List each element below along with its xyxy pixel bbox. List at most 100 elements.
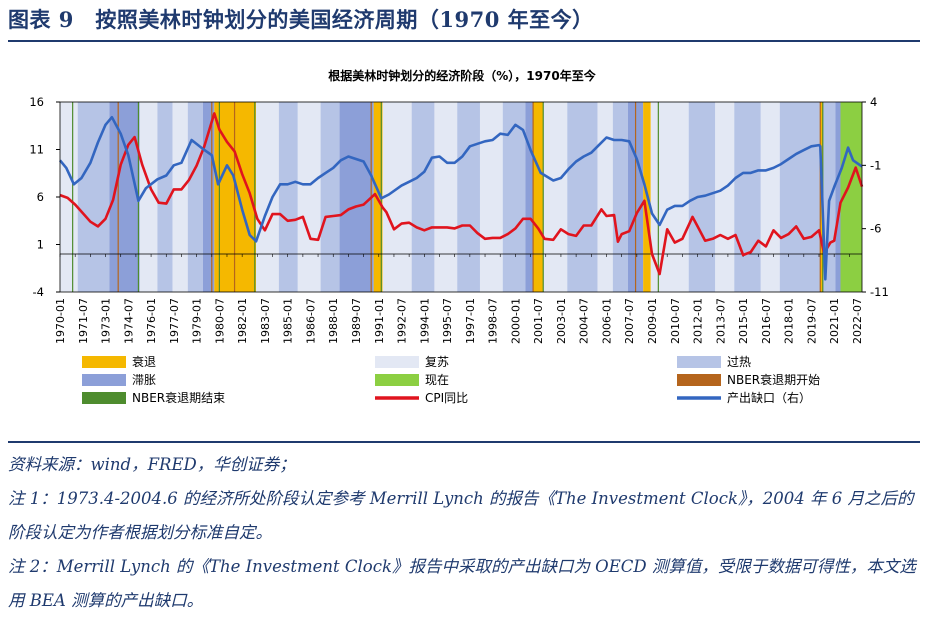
phase-band-recovery xyxy=(543,102,568,292)
phase-band-overheat xyxy=(779,102,821,292)
x-tick-label: 1982-01 xyxy=(236,298,249,344)
x-tick-label: 2001-07 xyxy=(532,298,545,344)
phase-band-overheat xyxy=(457,102,480,292)
zero-line xyxy=(59,253,862,257)
phase-band-overheat xyxy=(411,102,435,292)
note-1: 注 1：1973.4-2004.6 的经济所处阶段认定参考 Merrill Ly… xyxy=(8,489,914,542)
phase-band-stagflation xyxy=(339,102,374,292)
legend-swatch-recovery xyxy=(375,356,419,368)
note-2: 注 2：Merrill Lynch 的《The Investment Clock… xyxy=(8,557,916,610)
legend-swatch-stagflation xyxy=(82,374,126,386)
x-tick-label: 1973-01 xyxy=(100,298,113,344)
x-tick-label: 1998-07 xyxy=(487,298,500,344)
x-tick-label: 2021-01 xyxy=(828,298,841,344)
legend-label-output_gap: 产出缺口（右） xyxy=(727,390,811,405)
y-left-tick-label: -4 xyxy=(33,285,44,299)
x-tick-label: 1985-01 xyxy=(282,298,295,344)
phase-band-overheat xyxy=(567,102,598,292)
x-tick-label: 1997-01 xyxy=(464,298,477,344)
y-left-tick-label: 11 xyxy=(29,143,44,157)
x-tick-label: 1977-07 xyxy=(168,298,181,344)
cpi-line xyxy=(59,112,864,276)
phase-band-recovery xyxy=(256,102,279,292)
y-left-tick-label: 16 xyxy=(29,95,44,109)
phase-bands xyxy=(60,102,862,292)
y-right-tick-label: 4 xyxy=(870,95,877,109)
phase-band-recovery xyxy=(297,102,321,292)
x-tick-label: 2012-01 xyxy=(692,298,705,344)
phase-band-overheat xyxy=(612,102,628,292)
x-tick-label: 2022-07 xyxy=(851,298,864,344)
x-tick-label: 1991-01 xyxy=(373,298,386,344)
x-tick-label: 2013-07 xyxy=(714,298,727,344)
source-rule xyxy=(8,441,920,443)
legend-swatch-overheat xyxy=(677,356,721,368)
x-tick-label: 1971-07 xyxy=(77,298,90,344)
phase-band-overheat xyxy=(502,102,526,292)
legend-label-nber_end: NBER衰退期结束 xyxy=(132,390,225,405)
x-tick-label: 1986-07 xyxy=(304,298,317,344)
legend-label-stagflation: 滞胀 xyxy=(132,373,156,387)
phase-band-recovery xyxy=(434,102,458,292)
legend-swatch-recession xyxy=(82,356,126,368)
x-tick-label: 1983-07 xyxy=(259,298,272,344)
x-tick-label: 2010-07 xyxy=(669,298,682,344)
phase-band-recovery xyxy=(650,102,689,292)
phase-band-stagflation xyxy=(202,102,215,292)
phase-band-overheat xyxy=(187,102,203,292)
legend-swatch-nber_end xyxy=(82,392,126,404)
phase-band-recovery xyxy=(172,102,188,292)
chart-title: 根据美林时钟划分的经济阶段（%），1970年至今 xyxy=(328,68,596,83)
source-note: 资料来源：wind，FRED，华创证券； xyxy=(8,455,296,474)
phase-band-recession xyxy=(533,102,544,292)
x-tick-label: 1979-01 xyxy=(191,298,204,344)
phase-band-stagflation xyxy=(525,102,534,292)
legend-label-overheat: 过热 xyxy=(727,355,751,369)
title-rule xyxy=(8,40,920,42)
y-left-tick-label: 1 xyxy=(37,238,44,252)
y-right-tick-label: -11 xyxy=(870,285,889,299)
x-tick-label: 2000-01 xyxy=(509,298,522,344)
legend-label-now: 现在 xyxy=(425,373,449,387)
x-tick-label: 2006-01 xyxy=(600,298,613,344)
phase-band-recovery xyxy=(715,102,735,292)
x-tick-label: 1976-01 xyxy=(145,298,158,344)
phase-band-recovery xyxy=(597,102,613,292)
x-tick-label: 2016-07 xyxy=(760,298,773,344)
phase-band-overheat xyxy=(734,102,761,292)
legend-label-nber_start: NBER衰退期开始 xyxy=(727,372,820,387)
phase-band-overheat xyxy=(77,102,110,292)
phase-band-recovery xyxy=(60,102,78,292)
axes: 16 11 6 1 -4 4 -1 -6 -11 1970-01 1971-07 1973-01 197… xyxy=(29,95,888,344)
phase-band-recovery xyxy=(382,102,412,292)
x-tick-label: 1989-07 xyxy=(350,298,363,344)
legend-swatch-now xyxy=(375,374,419,386)
x-tick-label: 2007-07 xyxy=(623,298,636,344)
y-left-tick-label: 6 xyxy=(37,190,44,204)
phase-band-now xyxy=(840,102,862,292)
phase-band-stagflation xyxy=(835,102,841,292)
x-tick-label: 1995-07 xyxy=(441,298,454,344)
economic-cycle-chart: 根据美林时钟划分的经济阶段（%），1970年至今 16 11 6 1 -4 4 -1 -6 -1… xyxy=(29,68,888,405)
x-tick-label: 1994-01 xyxy=(418,298,431,344)
phase-band-recovery xyxy=(479,102,503,292)
x-tick-label: 2004-07 xyxy=(578,298,591,344)
phase-band-recovery xyxy=(760,102,780,292)
notes: 资料来源：wind，FRED，华创证券； 注 1：1973.4-2004.6 的… xyxy=(8,448,922,618)
x-tick-label: 1988-01 xyxy=(327,298,340,344)
legend-label-recovery: 复苏 xyxy=(425,355,449,369)
y-right-tick-label: -1 xyxy=(870,158,881,172)
series-lines xyxy=(58,112,864,281)
y-right-tick-label: -6 xyxy=(870,222,881,236)
x-tick-label: 2003-01 xyxy=(555,298,568,344)
legend-label-cpi: CPI同比 xyxy=(425,391,468,405)
phase-band-recovery xyxy=(139,102,158,292)
legend-label-recession: 衰退 xyxy=(132,354,156,369)
phase-band-overheat xyxy=(157,102,173,292)
figure-title: 图表 9 按照美林时钟划分的美国经济周期（1970 年至今） xyxy=(8,7,594,32)
x-tick-label: 1970-01 xyxy=(54,298,67,344)
x-tick-label: 2018-01 xyxy=(783,298,796,344)
x-tick-label: 2019-07 xyxy=(805,298,818,344)
x-tick-label: 1974-07 xyxy=(122,298,135,344)
